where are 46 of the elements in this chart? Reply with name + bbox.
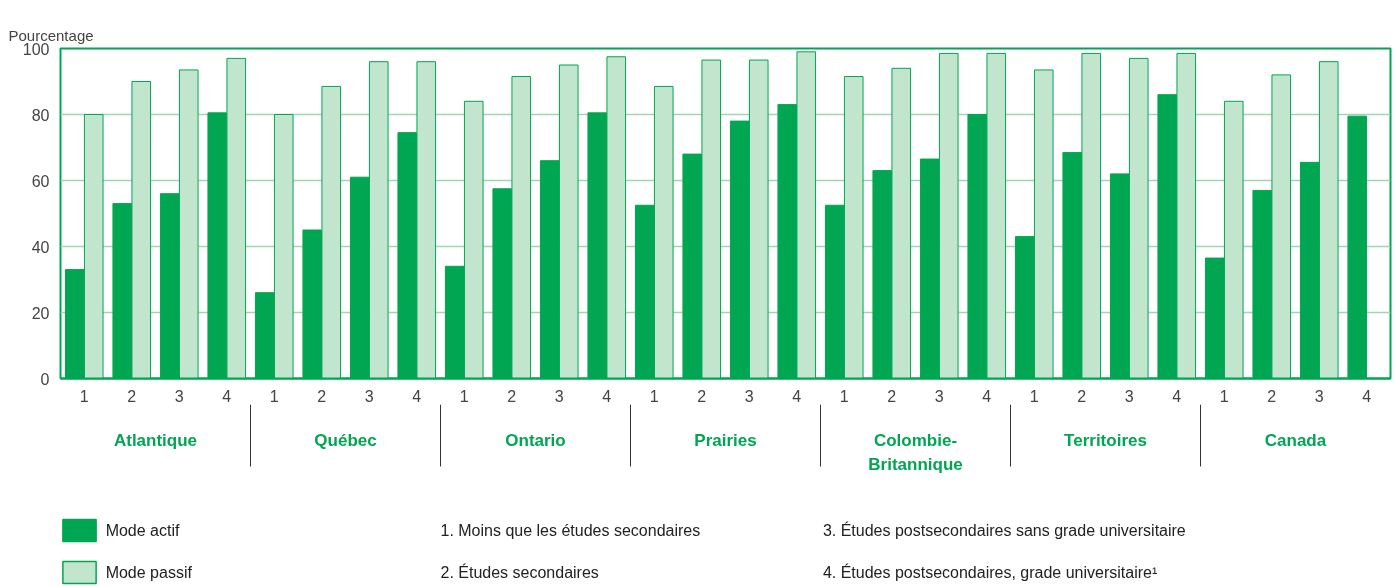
y-tick-label: 60 <box>31 172 50 190</box>
x-tick-label: 2 <box>127 387 137 405</box>
x-tick-label: 2 <box>1077 387 1087 405</box>
x-tick-label: 4 <box>1362 387 1372 405</box>
x-tick-label: 1 <box>1219 387 1229 405</box>
legend-label: Mode actif <box>105 522 180 539</box>
y-tick-label: 80 <box>31 106 50 124</box>
text: 3. Études postsecondaires sans grade universitaire <box>822 521 1186 539</box>
x-tick-label: 2 <box>1267 387 1277 405</box>
text: 2. Études secondaires <box>440 563 599 581</box>
text: 1. Moins que les études secondaires <box>440 522 701 539</box>
text: Territoires <box>1064 430 1147 450</box>
y-tick-label: 40 <box>31 238 50 256</box>
x-tick-label: 2 <box>887 387 897 405</box>
x-tick-label: 3 <box>174 387 184 405</box>
x-tick-label: 2 <box>697 387 707 405</box>
x-tick-label: 4 <box>412 387 422 405</box>
x-tick-label: 3 <box>934 387 944 405</box>
x-tick-label: 3 <box>364 387 374 405</box>
x-tick-label: 2 <box>507 387 517 405</box>
text: Ontario <box>505 430 566 450</box>
x-tick-label: 1 <box>79 387 89 405</box>
text: Canada <box>1264 430 1327 450</box>
x-tick-label: 4 <box>792 387 802 405</box>
x-tick-label: 1 <box>269 387 279 405</box>
text: 4. Études postsecondaires, grade universitaire¹ <box>822 563 1158 581</box>
legend-label: Mode passif <box>105 564 193 581</box>
text: Québec <box>314 430 377 450</box>
text: Colombie-Britannique <box>868 430 963 475</box>
text: Prairies <box>694 430 757 450</box>
text: Atlantique <box>113 430 198 450</box>
x-tick-label: 2 <box>317 387 327 405</box>
x-tick-label: 1 <box>649 387 659 405</box>
x-tick-label: 1 <box>1029 387 1039 405</box>
x-tick-label: 1 <box>459 387 469 405</box>
x-tick-label: 4 <box>1172 387 1182 405</box>
x-tick-label: 3 <box>1314 387 1324 405</box>
x-tick-label: 1 <box>839 387 849 405</box>
x-tick-label: 4 <box>982 387 992 405</box>
x-tick-label: 4 <box>222 387 232 405</box>
x-tick-label: 3 <box>1124 387 1134 405</box>
x-tick-label: 3 <box>744 387 754 405</box>
x-tick-label: 3 <box>554 387 564 405</box>
y-tick-label: 20 <box>31 304 50 322</box>
x-tick-label: 4 <box>602 387 612 405</box>
y-tick-label: 0 <box>40 370 50 388</box>
